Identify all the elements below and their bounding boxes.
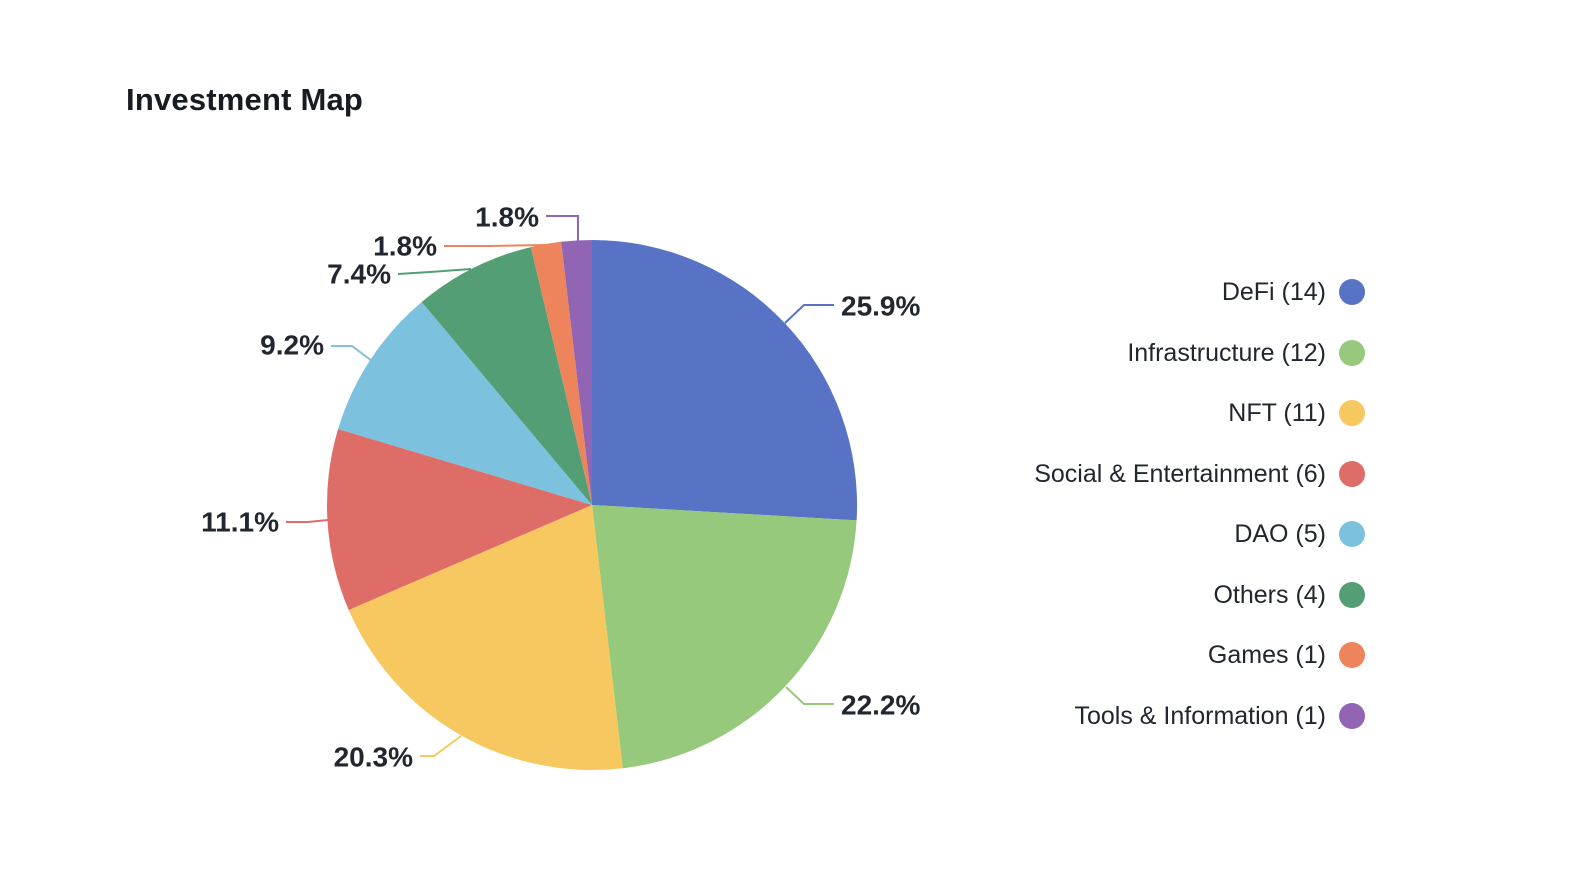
legend-color-dot-icon — [1339, 702, 1365, 729]
pie-slice-defi[interactable] — [592, 239, 858, 521]
percent-label-tools-information: 1.8% — [475, 202, 539, 233]
legend-color-dot-icon — [1339, 581, 1365, 608]
legend-label: Games (1) — [1207, 641, 1326, 669]
legend-item-defi[interactable]: DeFi (14) — [1034, 279, 1365, 305]
legend-item-others[interactable]: Others (4) — [1034, 580, 1365, 609]
percent-label-defi: 25.9% — [841, 291, 920, 322]
legend-color-dot-icon — [1339, 460, 1365, 487]
legend-color-dot-icon — [1339, 339, 1365, 366]
percent-label-infrastructure: 22.2% — [841, 690, 920, 721]
pie-slice-dao[interactable] — [338, 302, 592, 505]
pie-slice-tools-information[interactable] — [561, 240, 592, 505]
label-line-dao — [331, 345, 373, 362]
percent-label-dao: 9.2% — [260, 330, 324, 361]
pie-slice-games[interactable] — [530, 241, 592, 506]
percent-label-games: 1.8% — [373, 231, 437, 262]
percent-label-social-entertainment: 11.1% — [201, 507, 279, 538]
legend-color-dot-icon — [1339, 642, 1365, 668]
legend-label: Tools & Information (1) — [1074, 701, 1327, 730]
label-line-tools-information — [546, 215, 579, 242]
legend-item-infrastructure[interactable]: Infrastructure (12) — [1034, 338, 1365, 367]
label-line-nft — [420, 735, 462, 757]
legend-item-tools-information[interactable]: Tools & Information (1) — [1034, 701, 1365, 730]
label-line-social-entertainment — [286, 519, 329, 523]
legend-item-social-entertainment[interactable]: Social & Entertainment (6) — [1034, 459, 1365, 488]
label-line-games — [444, 244, 547, 247]
legend-label: Infrastructure (12) — [1127, 338, 1326, 367]
pie-slice-nft[interactable] — [348, 505, 623, 770]
legend: DeFi (14) Infrastructure (12) NFT (11) Soci… — [1034, 279, 1365, 729]
legend-color-dot-icon — [1339, 521, 1365, 547]
pie-slice-infrastructure[interactable] — [592, 505, 857, 769]
legend-label: DeFi (14) — [1221, 278, 1326, 306]
legend-color-dot-icon — [1339, 279, 1365, 305]
legend-item-games[interactable]: Games (1) — [1034, 642, 1365, 668]
label-line-infrastructure — [785, 686, 834, 705]
legend-color-dot-icon — [1339, 400, 1365, 426]
legend-label: Others (4) — [1213, 580, 1326, 609]
pie-slice-social-entertainment[interactable] — [326, 429, 592, 610]
legend-item-dao[interactable]: DAO (5) — [1034, 521, 1365, 547]
label-line-others — [397, 268, 472, 275]
percent-label-others: 7.4% — [327, 259, 391, 290]
pie-slice-others[interactable] — [421, 247, 592, 505]
legend-label: DAO (5) — [1234, 520, 1326, 548]
percent-label-nft: 20.3% — [334, 742, 413, 773]
legend-item-nft[interactable]: NFT (11) — [1034, 400, 1365, 426]
label-line-defi — [784, 304, 834, 324]
legend-label: NFT (11) — [1228, 399, 1326, 427]
legend-label: Social & Entertainment (6) — [1034, 459, 1326, 488]
chart-title: Investment Map — [126, 82, 364, 117]
